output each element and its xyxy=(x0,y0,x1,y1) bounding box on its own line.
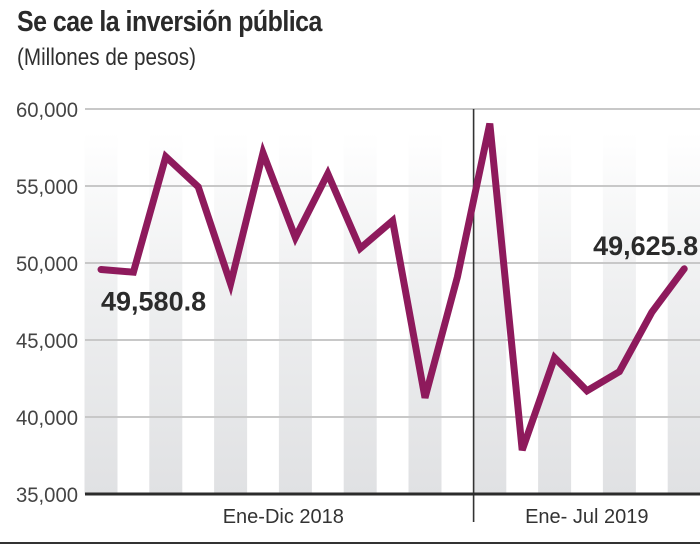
data-points xyxy=(100,123,685,451)
background-band xyxy=(278,132,312,494)
background-bands xyxy=(84,132,700,494)
y-tick-label: 50,000 xyxy=(16,253,78,276)
x-axis-labels: Ene-Dic 2018 Ene- Jul 2019 xyxy=(223,506,649,528)
background-band xyxy=(343,132,377,494)
background-band xyxy=(408,132,442,494)
y-tick-label: 40,000 xyxy=(16,407,78,430)
y-tick-label: 45,000 xyxy=(16,330,78,353)
background-band xyxy=(602,132,636,494)
x-period-label: Ene- Jul 2019 xyxy=(525,506,648,528)
y-tick-label: 60,000 xyxy=(16,99,78,122)
background-band xyxy=(84,132,118,494)
y-tick-label: 55,000 xyxy=(16,176,78,199)
data-label: 49,580.8 xyxy=(101,286,206,316)
chart-title: Se cae la inversión pública xyxy=(17,6,322,38)
data-label: 49,625.8 xyxy=(593,231,698,261)
y-tick-label: 35,000 xyxy=(16,484,78,507)
y-axis-labels: 60,000 55,000 50,000 45,000 40,000 35,000 xyxy=(16,99,78,507)
x-period-label: Ene-Dic 2018 xyxy=(223,506,344,528)
data-annotations: 49,580.8 49,625.8 xyxy=(101,231,698,317)
background-band xyxy=(538,132,572,494)
background-band xyxy=(214,132,248,494)
gridlines xyxy=(85,108,700,418)
background-band xyxy=(667,132,700,494)
chart-subtitle: (Millones de pesos) xyxy=(17,44,196,71)
